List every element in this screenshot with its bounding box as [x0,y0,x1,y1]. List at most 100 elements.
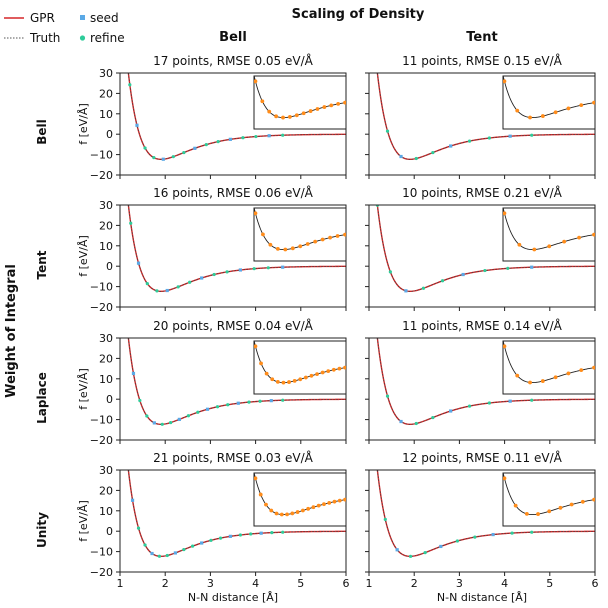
y-tick-label: 10 [99,240,113,253]
seed-point [135,123,139,127]
y-tick-label: −10 [90,546,113,559]
seed-point [269,399,273,403]
x-tick-label: 1 [366,577,373,590]
refine-point [218,536,223,540]
y-tick-label: 20 [99,484,113,497]
seed-point [461,272,465,277]
legend: GPR Truth seed refine [4,11,125,45]
inset-point [540,114,545,118]
refine-point [487,136,491,140]
inset-frame [502,472,596,527]
y-tick-label: −10 [90,414,113,427]
inset-point [270,377,275,382]
inset-point [503,344,507,349]
column-title-tent: Tent [466,30,497,45]
inset-point [261,232,265,237]
inset-point [592,100,595,105]
refine-point [374,450,377,453]
inset-frame [502,75,596,130]
inset-point [301,111,306,116]
y-tick-label: 0 [106,525,113,538]
inset-point [343,232,346,237]
refine-point [383,517,387,521]
refine-point [388,270,392,274]
y-tick-label: −10 [90,149,113,162]
row-title-bell: Bell [35,119,49,145]
inset-point [305,242,310,246]
inset-point [315,107,320,111]
refine-point [188,280,192,284]
inset-point [264,502,268,507]
refine-point [431,415,435,420]
x-axis-label-right: N-N distance [Å] [437,591,527,604]
seed-point [152,421,156,425]
inset-point [313,239,318,244]
inset-point [503,79,507,84]
inset-point [316,503,321,508]
refine-point [414,156,418,161]
inset-point [315,372,319,377]
truth-curve [376,73,595,160]
inset-point [566,371,571,376]
refine-point [138,398,142,403]
panel-title: 10 points, RMSE 0.21 eV/Å [402,185,562,200]
inset-point [547,244,552,249]
inset-point [337,366,342,371]
inset-point [320,237,325,242]
inset-frame [253,207,347,262]
inset-point [343,497,346,502]
truth-curve [376,338,595,425]
panel-bell-tent: 11 points, RMSE 0.15 eV/Å [365,53,596,179]
inset-point [268,242,273,247]
inset-point [275,246,280,251]
seed-point [130,498,135,502]
x-tick-label: 6 [592,577,599,590]
y-tick-label: 30 [99,199,113,212]
seed-point [236,401,240,405]
refine-point [196,410,200,414]
panel-title: 11 points, RMSE 0.14 eV/Å [402,318,562,333]
inset-point [337,498,342,503]
inset-point [290,511,295,516]
refine-point [254,134,258,139]
seed-point [228,534,232,538]
row-title-unity: Unity [35,512,49,548]
inset-point [335,234,340,238]
x-tick-label: 4 [501,577,508,590]
plot-area [127,470,346,558]
inset-plot [503,76,595,120]
refine-point [414,421,418,426]
seed-point [238,268,242,272]
refine-point [408,554,413,558]
row-group-label: Weight of Integral [4,264,19,398]
inset-point [577,235,582,240]
inset-point [536,512,540,516]
truth-curve [127,470,346,557]
x-axis-label-left: N-N distance [Å] [188,591,278,604]
refine-point [385,394,390,398]
y-axis-label: f [eV/Å] [77,368,90,409]
seed-point [165,288,169,293]
seed-point [508,399,512,403]
panel-title: 21 points, RMSE 0.03 eV/Å [153,450,313,465]
inset-point [540,379,545,383]
inset-point [298,377,303,382]
plot-area [374,450,595,558]
inset-point [336,102,341,106]
legend-seed-label: seed [90,11,119,25]
inset-point [569,502,574,507]
y-tick-label: 20 [99,219,113,232]
inset-point [547,509,552,514]
inset-point [294,113,299,118]
refine-point [421,286,426,290]
y-axis-label: f [eV/Å] [77,103,90,144]
inset-point [264,371,269,376]
refine-point [241,136,245,140]
seed-point [449,409,453,413]
seed-point [439,544,443,549]
y-tick-label: 0 [106,260,113,273]
inset-point [308,109,313,113]
panel-bell-bell: 17 points, RMSE 0.05 eV/Å 30 20 10 0 −10 −20 f … [77,53,347,182]
inset-point [309,373,314,378]
seed-point [399,419,403,424]
